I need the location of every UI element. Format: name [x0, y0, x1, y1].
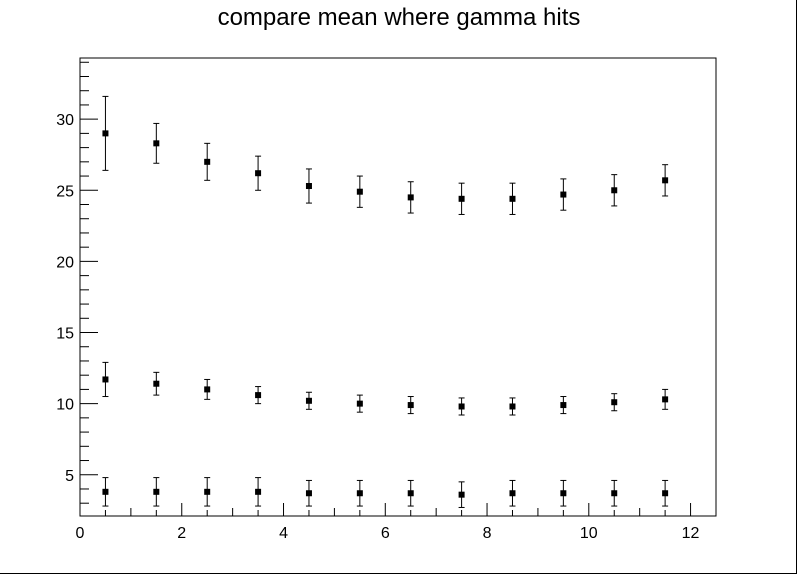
- x-tick-label: 6: [381, 525, 390, 542]
- data-point: [102, 376, 109, 383]
- data-marks: [102, 95, 669, 508]
- data-point: [611, 490, 618, 497]
- data-point: [458, 491, 465, 498]
- data-point: [509, 403, 516, 410]
- data-point: [458, 403, 465, 410]
- data-point: [662, 177, 669, 184]
- data-point: [102, 488, 109, 495]
- data-point: [204, 158, 211, 165]
- y-tick-label: 30: [56, 112, 74, 129]
- data-point: [153, 488, 160, 495]
- plot-frame: [79, 57, 717, 517]
- data-point: [356, 400, 363, 407]
- data-point: [560, 402, 567, 409]
- data-point: [509, 490, 516, 497]
- data-point: [204, 386, 211, 393]
- data-point: [153, 140, 160, 147]
- data-point: [204, 488, 211, 495]
- data-point: [611, 187, 618, 194]
- data-point: [305, 397, 312, 404]
- x-tick-label: 2: [177, 525, 186, 542]
- data-point: [255, 392, 262, 399]
- y-tick-label: 5: [65, 468, 74, 485]
- x-tick-label: 0: [76, 525, 85, 542]
- data-point: [255, 170, 262, 177]
- data-point: [153, 380, 160, 387]
- data-point: [509, 195, 516, 202]
- data-point: [662, 396, 669, 403]
- y-tick-label: 20: [56, 254, 74, 271]
- y-tick-label: 10: [56, 397, 74, 414]
- data-point: [356, 490, 363, 497]
- data-point: [458, 195, 465, 202]
- x-tick-label: 10: [580, 525, 598, 542]
- data-point: [407, 490, 414, 497]
- x-tick-label: 12: [682, 525, 700, 542]
- data-point: [560, 490, 567, 497]
- data-point: [255, 488, 262, 495]
- chart-title: compare mean where gamma hits: [217, 4, 581, 31]
- data-point: [662, 490, 669, 497]
- y-tick-label: 15: [56, 326, 74, 343]
- data-point: [305, 183, 312, 190]
- data-point: [407, 194, 414, 201]
- data-point: [560, 191, 567, 198]
- x-tick-label: 4: [279, 525, 288, 542]
- data-point: [407, 402, 414, 409]
- axes: 0 2 4 6 8 10 12 5 10 15 20 25 30: [56, 61, 717, 542]
- x-tick-label: 8: [483, 525, 492, 542]
- y-tick-label: 25: [56, 183, 74, 200]
- data-point: [305, 490, 312, 497]
- data-point: [356, 188, 363, 195]
- data-point: [611, 399, 618, 406]
- data-point: [102, 130, 109, 137]
